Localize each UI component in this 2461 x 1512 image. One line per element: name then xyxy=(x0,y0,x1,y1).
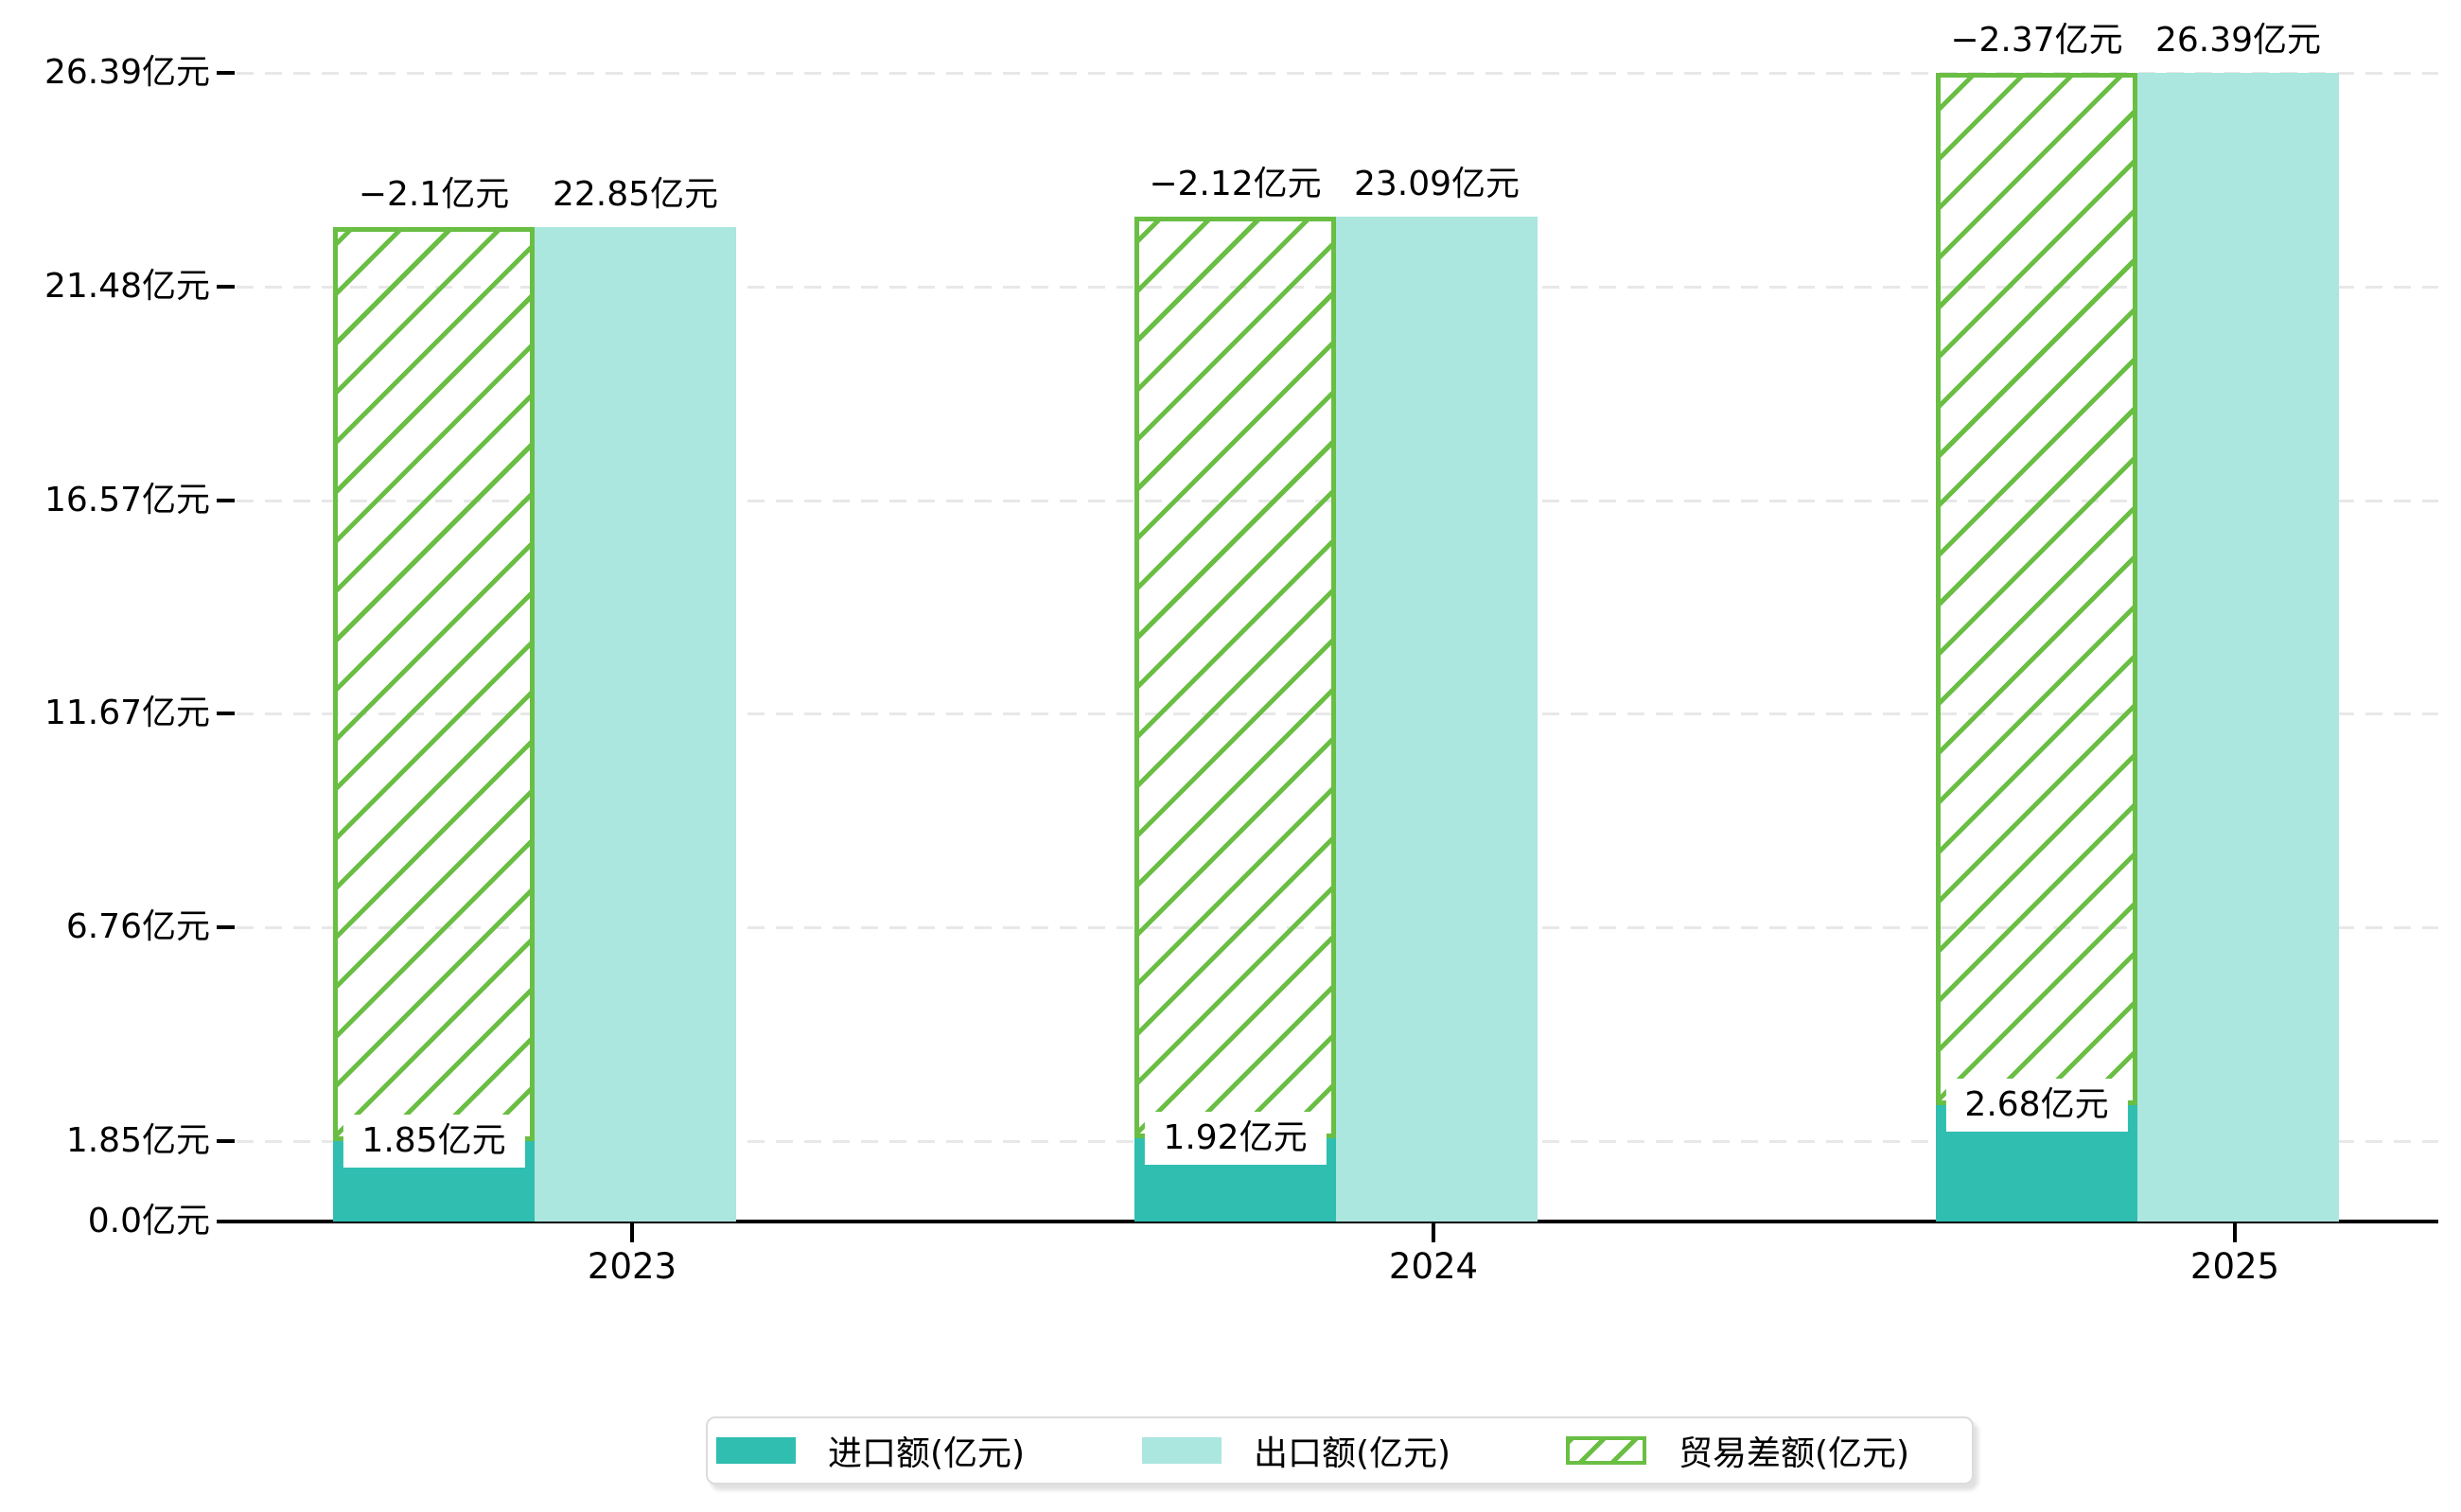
y-axis-label: 1.85亿元 xyxy=(65,1120,210,1160)
data-label-import-2025: 2.68亿元 xyxy=(1945,1078,2128,1132)
y-axis-label: 6.76亿元 xyxy=(65,907,210,947)
data-label-trade-balance-2023: −2.1亿元 xyxy=(358,174,510,214)
data-label-import-2023: 1.85亿元 xyxy=(343,1114,525,1168)
y-axis-tick xyxy=(217,284,235,289)
data-label-export-2023: 22.85亿元 xyxy=(552,174,719,214)
y-axis-tick xyxy=(217,925,235,930)
y-axis-tick xyxy=(217,1138,235,1143)
bar-trade-balance-2024 xyxy=(1134,216,1336,1138)
x-axis-label-2024: 2024 xyxy=(1388,1246,1479,1287)
bar-export-2025 xyxy=(2137,73,2339,1222)
y-axis-label: 16.57亿元 xyxy=(44,480,210,519)
y-axis-label: 21.48亿元 xyxy=(44,266,210,306)
bar-export-2023 xyxy=(535,226,736,1222)
bar-trade-balance-2023 xyxy=(333,226,535,1141)
legend-item-trade-balance: 贸易差额(亿元) xyxy=(1566,1418,1909,1483)
x-axis-tick-2025 xyxy=(2233,1223,2237,1242)
bar-export-2024 xyxy=(1336,216,1538,1222)
legend-swatch-import-icon xyxy=(716,1437,796,1464)
x-axis-tick-2024 xyxy=(1432,1223,1435,1242)
x-axis-tick-2023 xyxy=(630,1223,634,1242)
y-axis-label: 0.0亿元 xyxy=(87,1202,210,1240)
x-axis-label-2025: 2025 xyxy=(2189,1246,2280,1287)
data-label-export-2024: 23.09亿元 xyxy=(1353,164,1521,203)
data-label-export-2025: 26.39亿元 xyxy=(2154,21,2322,61)
legend-swatch-export-icon xyxy=(1142,1437,1222,1464)
bar-trade-balance-2025 xyxy=(1936,73,2137,1105)
y-axis-tick xyxy=(217,498,235,502)
legend-swatch-trade-balance-icon xyxy=(1566,1436,1646,1465)
x-axis-label-2023: 2023 xyxy=(587,1246,677,1287)
legend: 进口额(亿元) 出口额(亿元) 贸易差额(亿元) xyxy=(706,1416,1974,1485)
legend-label-import: 进口额(亿元) xyxy=(828,1434,1026,1473)
gridline-26.39亿元 xyxy=(237,72,2438,76)
legend-item-export: 出口额(亿元) xyxy=(1142,1418,1450,1483)
y-axis-label: 11.67亿元 xyxy=(44,694,210,733)
x-axis-line xyxy=(217,1220,2438,1223)
data-label-import-2024: 1.92亿元 xyxy=(1144,1111,1327,1165)
data-label-trade-balance-2025: −2.37亿元 xyxy=(1950,21,2123,61)
y-axis-tick xyxy=(217,71,235,76)
legend-label-export: 出口额(亿元) xyxy=(1254,1434,1451,1473)
legend-label-trade-balance: 贸易差额(亿元) xyxy=(1679,1434,1910,1473)
data-label-trade-balance-2024: −2.12亿元 xyxy=(1149,164,1322,203)
y-axis-tick xyxy=(217,712,235,716)
legend-item-import: 进口额(亿元) xyxy=(716,1418,1025,1483)
y-axis-label: 26.39亿元 xyxy=(44,53,210,93)
